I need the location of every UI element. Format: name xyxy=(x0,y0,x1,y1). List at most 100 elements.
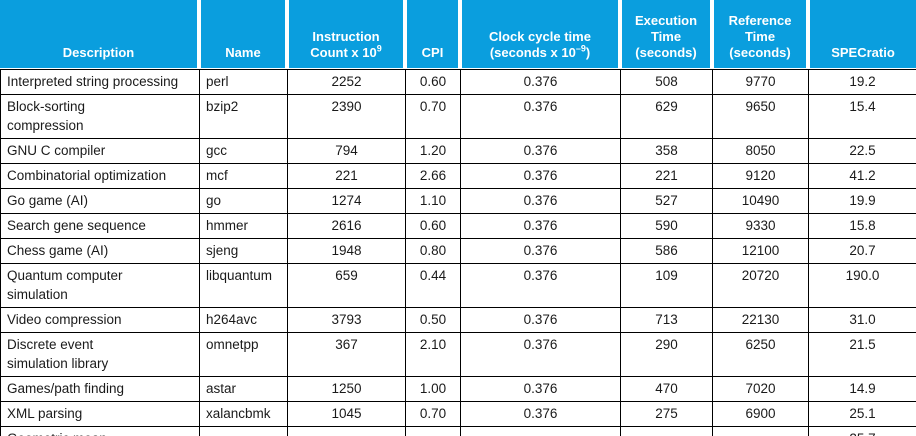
column-header-description: Description xyxy=(0,0,197,68)
table-row: Chess game (AI) sjeng 1948 0.80 0.376 58… xyxy=(0,238,916,264)
benchmark-data-table: Interpreted string processing perl 2252 … xyxy=(0,69,916,436)
cell-instruction-count: 2252 xyxy=(287,69,406,95)
table-row: Games/path finding astar 1250 1.00 0.376… xyxy=(0,376,916,402)
cell-name: sjeng xyxy=(199,238,288,264)
cell-specratio: 31.0 xyxy=(808,307,916,333)
cell-cpi: 0.70 xyxy=(405,401,461,427)
column-header-reference-time: Reference Time (seconds) xyxy=(714,0,806,68)
column-header-cpi: CPI xyxy=(407,0,458,68)
table-header-row: Description Name Instruction Count x 109… xyxy=(0,0,916,68)
cell-specratio: 19.2 xyxy=(808,69,916,95)
cell-reference-time: 6900 xyxy=(712,401,809,427)
cell-name: gcc xyxy=(199,138,288,164)
cell-specratio: 21.5 xyxy=(808,332,916,377)
cell-cpi: 0.60 xyxy=(405,213,461,239)
cell-clock-cycle-time: 0.376 xyxy=(460,69,621,95)
column-header-line: Time xyxy=(650,29,682,44)
column-header-label: CPI xyxy=(421,45,444,60)
cell-reference-time: 6250 xyxy=(712,332,809,377)
cell-name: go xyxy=(199,188,288,214)
cell-instruction-count: – xyxy=(287,426,406,436)
cell-description: Combinatorial optimization xyxy=(0,163,200,189)
column-header-name: Name xyxy=(201,0,285,68)
cell-name: xalancbmk xyxy=(199,401,288,427)
column-header-instruction-count: Instruction Count x 109 xyxy=(289,0,403,68)
cell-cpi: 1.00 xyxy=(405,376,461,402)
cell-description: Go game (AI) xyxy=(0,188,200,214)
cell-instruction-count: 3793 xyxy=(287,307,406,333)
column-header-line: Instruction xyxy=(312,29,380,44)
cell-execution-time: – xyxy=(620,426,713,436)
cell-clock-cycle-time: 0.376 xyxy=(460,163,621,189)
cell-cpi: 2.10 xyxy=(405,332,461,377)
cell-instruction-count: 1274 xyxy=(287,188,406,214)
cell-name: bzip2 xyxy=(199,94,288,139)
cell-specratio: 15.4 xyxy=(808,94,916,139)
column-header-label: Description xyxy=(62,45,135,60)
cell-cpi: 0.50 xyxy=(405,307,461,333)
column-header-line: Reference xyxy=(728,13,792,28)
table-row: Combinatorial optimization mcf 221 2.66 … xyxy=(0,163,916,189)
cell-description: GNU C compiler xyxy=(0,138,200,164)
cell-description: Block-sorting compression xyxy=(0,94,200,139)
column-header-line: Count x 109 xyxy=(310,43,382,60)
cell-instruction-count: 1948 xyxy=(287,238,406,264)
cell-name: h264avc xyxy=(199,307,288,333)
column-header-line: (seconds) xyxy=(635,45,697,60)
cell-reference-time: 7020 xyxy=(712,376,809,402)
cell-name: perl xyxy=(199,69,288,95)
cell-specratio: 22.5 xyxy=(808,138,916,164)
cell-instruction-count: 1045 xyxy=(287,401,406,427)
table-row: Interpreted string processing perl 2252 … xyxy=(0,69,916,95)
cell-cpi: 0.44 xyxy=(405,263,461,308)
cell-description: Games/path finding xyxy=(0,376,200,402)
table-row: GNU C compiler gcc 794 1.20 0.376 358 80… xyxy=(0,138,916,164)
column-header-label: SPECratio xyxy=(831,45,895,60)
cell-specratio: 190.0 xyxy=(808,263,916,308)
cell-description: Chess game (AI) xyxy=(0,238,200,264)
cell-name: libquantum xyxy=(199,263,288,308)
cell-cpi: – xyxy=(405,426,461,436)
cell-instruction-count: 659 xyxy=(287,263,406,308)
cell-execution-time: 586 xyxy=(620,238,713,264)
cell-description: Quantum computer simulation xyxy=(0,263,200,308)
cell-clock-cycle-time: 0.376 xyxy=(460,213,621,239)
cell-execution-time: 221 xyxy=(620,163,713,189)
cell-execution-time: 109 xyxy=(620,263,713,308)
cell-specratio: 25.1 xyxy=(808,401,916,427)
cell-description: Search gene sequence xyxy=(0,213,200,239)
column-header-line: (seconds) xyxy=(729,45,791,60)
cell-description: Discrete event simulation library xyxy=(0,332,200,377)
cell-cpi: 1.20 xyxy=(405,138,461,164)
cell-name: astar xyxy=(199,376,288,402)
cell-instruction-count: 2616 xyxy=(287,213,406,239)
cell-reference-time: 9650 xyxy=(712,94,809,139)
cell-execution-time: 590 xyxy=(620,213,713,239)
table-row: Discrete event simulation library omnetp… xyxy=(0,332,916,377)
column-header-specratio: SPECratio xyxy=(810,0,916,68)
cell-clock-cycle-time: 0.376 xyxy=(460,401,621,427)
cell-reference-time: – xyxy=(712,426,809,436)
cell-clock-cycle-time: 0.376 xyxy=(460,376,621,402)
cell-instruction-count: 367 xyxy=(287,332,406,377)
cell-reference-time: 8050 xyxy=(712,138,809,164)
cell-specratio: 19.9 xyxy=(808,188,916,214)
superscript: –9 xyxy=(575,43,586,54)
cell-specratio: 20.7 xyxy=(808,238,916,264)
superscript: 9 xyxy=(376,43,382,54)
cell-cpi: 1.10 xyxy=(405,188,461,214)
cell-clock-cycle-time: 0.376 xyxy=(460,94,621,139)
cell-execution-time: 358 xyxy=(620,138,713,164)
cell-execution-time: 527 xyxy=(620,188,713,214)
cell-cpi: 0.80 xyxy=(405,238,461,264)
cell-execution-time: 275 xyxy=(620,401,713,427)
cell-specratio: 41.2 xyxy=(808,163,916,189)
cell-execution-time: 470 xyxy=(620,376,713,402)
column-header-line: Execution xyxy=(634,13,698,28)
cell-description: XML parsing xyxy=(0,401,200,427)
column-header-line: Time xyxy=(744,29,776,44)
table-row: Search gene sequence hmmer 2616 0.60 0.3… xyxy=(0,213,916,239)
table-row: Quantum computer simulation libquantum 6… xyxy=(0,263,916,308)
cell-clock-cycle-time: 0.376 xyxy=(460,307,621,333)
